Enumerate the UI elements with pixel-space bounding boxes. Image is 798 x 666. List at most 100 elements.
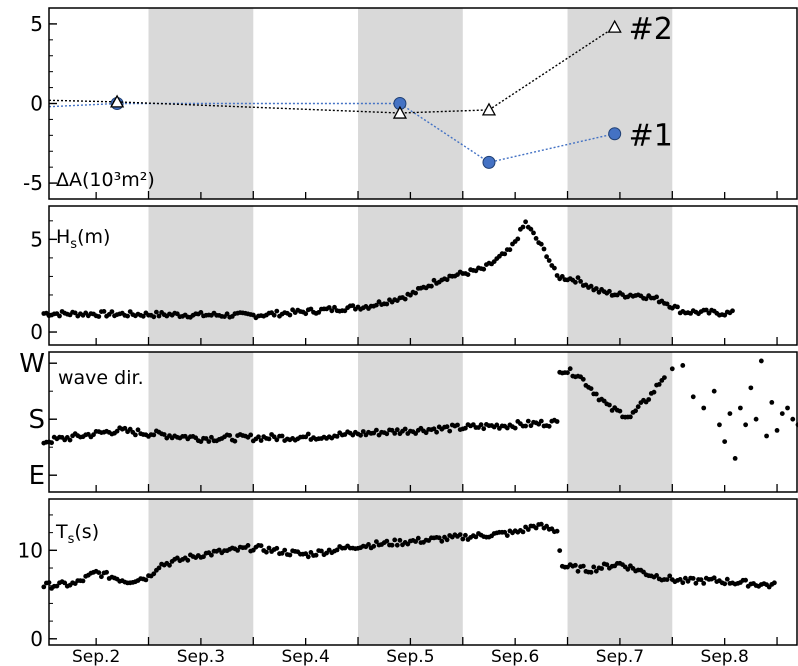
data-point (481, 426, 487, 432)
series-label-1: #1 (629, 119, 673, 154)
data-point (125, 313, 130, 319)
data-point (554, 528, 560, 534)
data-point (41, 584, 47, 590)
data-point (633, 408, 638, 414)
data-point (654, 573, 659, 578)
data-point (274, 308, 280, 314)
panel-label-wave-height: Hs(m) (56, 226, 110, 252)
data-point (575, 275, 581, 280)
data-point (593, 391, 599, 397)
data-point (305, 554, 311, 560)
data-point (374, 539, 379, 544)
data-point (334, 434, 340, 439)
data-point (578, 279, 583, 284)
shaded-band (148, 352, 254, 492)
data-point (753, 416, 759, 422)
data-point (515, 236, 521, 242)
data-point (533, 236, 539, 241)
shaded-band (358, 8, 463, 199)
data-point (232, 438, 238, 444)
data-point (389, 542, 395, 548)
data-point (161, 432, 167, 437)
data-point (282, 547, 288, 553)
x-axis: Sep.2 Sep.3 Sep.4 Sep.5 Sep.6 Sep.7 Sep.8 (72, 647, 749, 666)
data-point (350, 303, 356, 308)
panel-wave-period (41, 521, 777, 591)
data-point (502, 251, 508, 257)
data-point (227, 433, 233, 438)
shaded-day-bands (148, 8, 673, 645)
data-point (415, 535, 421, 541)
data-point (538, 241, 544, 247)
x-tick-label: Sep.3 (177, 647, 225, 666)
shaded-band (567, 352, 673, 492)
x-tick-label: Sep.8 (701, 647, 749, 666)
data-point (541, 246, 547, 252)
data-point (429, 283, 434, 289)
data-point (743, 577, 748, 583)
data-point (717, 422, 722, 428)
data-point (140, 313, 146, 319)
data-point (711, 388, 717, 394)
data-point (769, 400, 775, 405)
y-tick-label: S (28, 405, 45, 435)
label-unit: (m) (77, 226, 110, 248)
data-point (133, 432, 138, 438)
data-point (525, 418, 531, 424)
label-main: T (55, 521, 68, 543)
label-subscript: s (70, 237, 77, 252)
data-point (384, 431, 390, 437)
panel-label-wave-period: Ts(s) (55, 521, 99, 547)
data-point (151, 571, 157, 577)
data-point (444, 424, 450, 430)
panel-wave-direction (41, 358, 798, 461)
data-point (520, 529, 526, 535)
panel-frame (48, 205, 798, 346)
data-point (91, 432, 96, 438)
data-point (326, 305, 332, 310)
data-point (523, 423, 528, 429)
data-point (439, 538, 445, 544)
data-point (504, 533, 510, 538)
data-point (654, 294, 659, 300)
data-point (104, 569, 109, 575)
data-point (507, 247, 513, 253)
data-point (722, 581, 728, 587)
data-point (463, 425, 468, 431)
data-point (316, 310, 322, 315)
data-point (413, 431, 418, 436)
data-point (154, 309, 159, 315)
panel-frames: 5 0 -5 5 0 WSE 10 0 (18, 7, 798, 651)
data-point (122, 425, 128, 431)
panel-area-change: #1 #2 (48, 12, 673, 169)
data-point (465, 272, 471, 277)
data-point (455, 422, 460, 428)
shaded-band (567, 499, 673, 645)
data-point (101, 309, 107, 314)
data-point-series-2 (607, 19, 622, 33)
data-point (599, 566, 604, 571)
data-point (772, 580, 777, 586)
data-point (384, 301, 390, 307)
data-point (198, 439, 204, 444)
data-point (675, 304, 680, 310)
data-point (329, 308, 335, 314)
data-point (554, 419, 560, 424)
y-tick-label: W (19, 349, 45, 379)
data-point (502, 529, 508, 535)
data-point (209, 434, 214, 440)
data-point (730, 308, 735, 314)
data-point (680, 363, 686, 368)
data-point (494, 422, 500, 428)
y-tick-label: 10 (18, 538, 43, 562)
data-point (394, 427, 400, 433)
data-point (662, 375, 667, 380)
panel-wave-height (41, 219, 735, 321)
data-point (722, 312, 728, 318)
data-point (72, 310, 78, 316)
data-point (394, 542, 400, 548)
shaded-band (567, 8, 673, 199)
data-point (607, 402, 612, 408)
data-point (481, 266, 487, 272)
